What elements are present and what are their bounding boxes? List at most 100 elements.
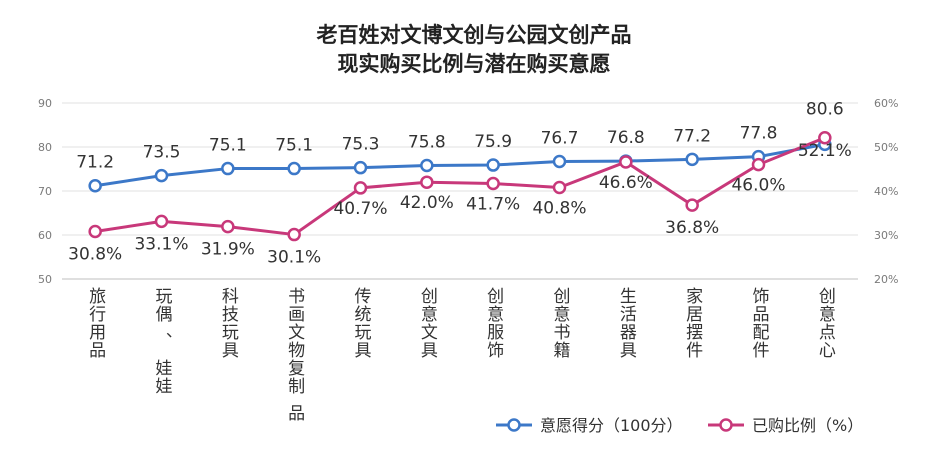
- data-point: [154, 214, 169, 229]
- legend-marker-icon: [719, 418, 733, 432]
- data-label: 75.1: [275, 136, 313, 156]
- data-label: 40.7%: [333, 199, 387, 219]
- y-left-tick-label: 50: [38, 273, 52, 286]
- x-tick-label-line: 、: [152, 332, 172, 350]
- x-tick-label-line: 创意: [550, 287, 571, 323]
- data-label: 33.1%: [134, 234, 188, 254]
- data-point: [420, 158, 434, 173]
- y-left-tick-label: 80: [38, 141, 52, 154]
- legend-item: 意愿得分（100分）: [496, 416, 683, 435]
- y-right-tick-label: 60%: [874, 97, 898, 110]
- data-label: 71.2: [76, 153, 114, 173]
- x-tick-label-line: 玩具: [351, 323, 372, 359]
- x-tick-label: 玩偶、娃娃: [152, 287, 173, 395]
- x-tick-label-line: 生活: [616, 287, 637, 323]
- x-tick-label-line: 品: [284, 404, 304, 422]
- data-point: [619, 155, 633, 169]
- data-point: [353, 181, 368, 195]
- x-tick-label-line: 科技: [218, 287, 239, 323]
- gridlines: [62, 102, 858, 280]
- legend-item: 已购比例（%）: [708, 416, 863, 435]
- chart-title-line: 老百姓对文博文创与公园文创产品: [317, 23, 632, 47]
- x-tick-label-line: 家居: [682, 287, 703, 323]
- x-tick-label-line: 器具: [616, 323, 637, 359]
- y-left-tick-label: 70: [38, 185, 52, 198]
- x-tick-label-line: 玩具: [218, 323, 239, 359]
- x-tick-label-line: 创意: [483, 287, 504, 323]
- x-tick-label-line: 玩偶: [152, 287, 173, 323]
- data-point: [287, 161, 301, 176]
- data-point: [221, 161, 235, 176]
- data-label: 77.8: [740, 124, 778, 144]
- x-tick-label-line: 饰品: [749, 287, 770, 323]
- data-label: 41.7%: [466, 195, 520, 215]
- data-label: 75.8: [408, 132, 446, 152]
- data-label: 75.3: [342, 135, 380, 155]
- series-line: [94, 136, 826, 237]
- x-tick-label-line: 用品: [85, 323, 106, 359]
- x-tick-label-line: 创意: [417, 287, 438, 323]
- data-labels: 71.2 73.5 75.1 75.1 75.3 75.8 75.9 76.7 76.8 77.2…: [68, 99, 852, 267]
- data-label: 42.0%: [400, 193, 454, 213]
- data-point: [552, 154, 567, 169]
- data-label: 77.2: [673, 126, 711, 146]
- legend: 意愿得分（100分） 已购比例（%）: [496, 416, 863, 435]
- y-right-tick-label: 20%: [874, 273, 898, 286]
- data-point: [486, 158, 500, 172]
- data-point: [420, 175, 434, 189]
- chart-title-line: 现实购买比例与潜在购买意愿: [338, 52, 611, 76]
- data-label: 30.1%: [267, 248, 321, 268]
- data-label: 40.8%: [532, 198, 586, 218]
- data-label: 75.1: [209, 136, 247, 156]
- data-point: [818, 131, 832, 145]
- data-point: [751, 157, 766, 172]
- x-tick-label-line: 书画: [284, 287, 304, 323]
- x-tick-label-line: 文物: [284, 323, 305, 359]
- x-tick-label-line: 旅行: [85, 287, 106, 323]
- x-tick-label-line: 娃娃: [152, 359, 173, 395]
- data-label: 31.9%: [201, 240, 255, 260]
- data-label: 73.5: [143, 143, 181, 163]
- x-tick-label-line: 复制: [284, 359, 305, 395]
- data-label: 30.8%: [68, 244, 122, 264]
- y-left-tick-label: 60: [38, 229, 52, 242]
- data-point: [287, 227, 301, 242]
- data-point: [552, 180, 567, 195]
- data-label: 76.8: [607, 128, 645, 148]
- data-label: 36.8%: [665, 218, 719, 238]
- y-right-tick-label: 40%: [874, 185, 898, 198]
- x-tick-label-line: 配件: [749, 323, 770, 359]
- data-point: [88, 224, 102, 239]
- series-line: [94, 142, 826, 188]
- x-tick-label-line: 文具: [417, 323, 438, 359]
- data-label: 80.6: [806, 99, 844, 119]
- data-label: 76.7: [541, 129, 579, 149]
- data-point: [685, 152, 699, 167]
- data-label: 75.9: [474, 132, 512, 152]
- data-point: [353, 160, 368, 175]
- y-left-tick-label: 90: [38, 97, 52, 110]
- data-label: 52.1%: [798, 141, 852, 161]
- data-label: 46.6%: [599, 173, 653, 193]
- x-tick-label-line: 创意: [815, 287, 836, 323]
- data-point: [685, 198, 699, 212]
- legend-label: 意愿得分（100分）: [540, 416, 683, 435]
- y-right-tick-label: 30%: [874, 229, 898, 242]
- data-label: 46.0%: [731, 176, 785, 196]
- x-tick-label-line: 服饰: [483, 323, 504, 359]
- legend-label: 已购比例（%）: [752, 416, 863, 435]
